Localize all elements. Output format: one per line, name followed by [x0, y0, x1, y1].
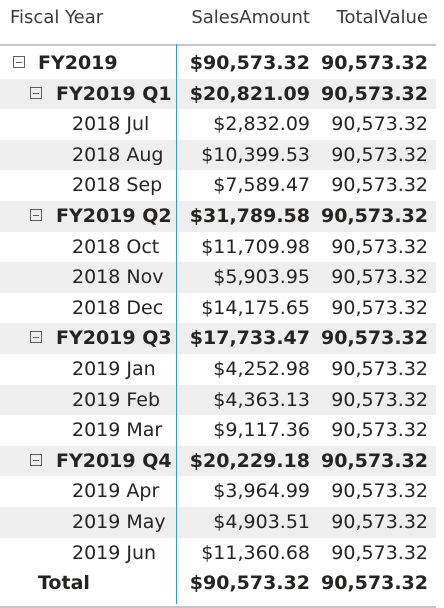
- month-row: 2019 Jun $11,360.68 90,573.32: [0, 538, 436, 569]
- month-row: 2018 Oct $11,709.98 90,573.32: [0, 232, 436, 263]
- sales-amount-cell: $2,832.09: [213, 113, 310, 136]
- total-value-cell: 90,573.32: [321, 572, 428, 595]
- sales-amount-cell: $17,733.47: [189, 327, 310, 350]
- row-label: 2018 Jul: [72, 113, 150, 136]
- sales-amount-cell: $7,589.47: [213, 174, 310, 197]
- row-label: 2018 Oct: [72, 235, 160, 258]
- row-label: 2019 Feb: [72, 388, 161, 411]
- total-value-cell: 90,573.32: [321, 449, 428, 472]
- sales-amount-cell: $20,821.09: [189, 82, 310, 105]
- header-fiscal-year[interactable]: Fiscal Year: [10, 7, 104, 28]
- total-value-cell: 90,573.32: [331, 174, 428, 197]
- collapse-icon[interactable]: [30, 331, 42, 344]
- total-value-cell: 90,573.32: [321, 52, 428, 74]
- total-value-cell: 90,573.32: [331, 541, 428, 564]
- month-row: 2018 Sep $7,589.47 90,573.32: [0, 170, 436, 201]
- row-label: FY2019 Q2: [56, 204, 172, 227]
- sales-amount-cell: $14,175.65: [201, 296, 310, 319]
- total-value-cell: 90,573.32: [331, 296, 428, 319]
- bottom-border: [0, 606, 436, 608]
- row-label: 2019 Jan: [72, 357, 156, 380]
- sales-amount-cell: $4,903.51: [213, 510, 310, 533]
- sales-amount-cell: $5,903.95: [213, 266, 310, 289]
- total-value-cell: 90,573.32: [331, 235, 428, 258]
- month-row: 2018 Aug $10,399.53 90,573.32: [0, 139, 436, 171]
- quarter-row: FY2019 Q2 $31,789.58 90,573.32: [0, 200, 436, 232]
- sales-amount-cell: $4,252.98: [213, 357, 310, 380]
- row-label: Total: [38, 572, 90, 595]
- total-value-cell: 90,573.32: [331, 113, 428, 136]
- quarter-row: FY2019 Q4 $20,229.18 90,573.32: [0, 445, 436, 477]
- row-label: 2018 Dec: [72, 296, 164, 319]
- total-value-cell: 90,573.32: [331, 510, 428, 533]
- row-label: 2018 Sep: [72, 174, 163, 197]
- sales-amount-cell: $20,229.18: [189, 449, 310, 472]
- row-label: 2019 May: [72, 510, 166, 533]
- sales-amount-cell: $3,964.99: [213, 480, 310, 503]
- header-sales-amount[interactable]: SalesAmount: [191, 7, 310, 28]
- column-header-row: Fiscal Year SalesAmount TotalValue: [0, 0, 436, 46]
- total-value-cell: 90,573.32: [331, 266, 428, 289]
- month-row: 2018 Jul $2,832.09 90,573.32: [0, 109, 436, 140]
- row-label: 2018 Aug: [72, 143, 164, 166]
- month-row: 2018 Dec $14,175.65 90,573.32: [0, 293, 436, 324]
- total-value-cell: 90,573.32: [331, 357, 428, 380]
- row-header-divider: [176, 44, 177, 604]
- month-row: 2019 Jan $4,252.98 90,573.32: [0, 354, 436, 385]
- sales-amount-cell: $90,573.32: [189, 572, 310, 595]
- sales-amount-cell: $31,789.58: [189, 204, 310, 227]
- collapse-icon[interactable]: [30, 86, 42, 99]
- row-label: FY2019: [38, 52, 118, 74]
- month-row: 2019 Mar $9,117.36 90,573.32: [0, 415, 436, 446]
- sales-amount-cell: $11,360.68: [201, 541, 310, 564]
- collapse-icon[interactable]: [30, 453, 42, 466]
- row-label: FY2019 Q3: [56, 327, 172, 350]
- total-value-cell: 90,573.32: [321, 204, 428, 227]
- sales-amount-cell: $4,363.13: [213, 388, 310, 411]
- total-value-cell: 90,573.32: [321, 82, 428, 105]
- header-total-value[interactable]: TotalValue: [336, 7, 428, 28]
- quarter-row: FY2019 Q1 $20,821.09 90,573.32: [0, 78, 436, 110]
- total-value-cell: 90,573.32: [331, 388, 428, 411]
- collapse-icon[interactable]: [30, 208, 42, 221]
- quarter-row: FY2019 Q3 $17,733.47 90,573.32: [0, 323, 436, 354]
- sales-amount-cell: $9,117.36: [213, 419, 310, 442]
- grand-total-row: Total $90,573.32 90,573.32: [0, 568, 436, 599]
- row-label: 2018 Nov: [72, 266, 164, 289]
- row-label: 2019 Apr: [72, 480, 160, 503]
- total-value-cell: 90,573.32: [331, 143, 428, 166]
- row-label: 2019 Mar: [72, 419, 163, 442]
- matrix-body: FY2019 $90,573.32 90,573.32 FY2019 Q1 $2…: [0, 48, 436, 599]
- sales-amount-cell: $11,709.98: [201, 235, 310, 258]
- total-value-cell: 90,573.32: [331, 480, 428, 503]
- total-value-cell: 90,573.32: [321, 327, 428, 350]
- collapse-icon[interactable]: [13, 56, 25, 68]
- total-value-cell: 90,573.32: [331, 419, 428, 442]
- month-row: 2019 Apr $3,964.99 90,573.32: [0, 476, 436, 507]
- month-row: 2019 Feb $4,363.13 90,573.32: [0, 384, 436, 416]
- row-label: FY2019 Q4: [56, 449, 172, 472]
- row-label: 2019 Jun: [72, 541, 157, 564]
- sales-amount-cell: $10,399.53: [201, 143, 310, 166]
- year-row: FY2019 $90,573.32 90,573.32: [0, 48, 436, 79]
- row-label: FY2019 Q1: [56, 82, 172, 105]
- month-row: 2019 May $4,903.51 90,573.32: [0, 506, 436, 538]
- sales-amount-cell: $90,573.32: [189, 52, 310, 74]
- month-row: 2018 Nov $5,903.95 90,573.32: [0, 262, 436, 293]
